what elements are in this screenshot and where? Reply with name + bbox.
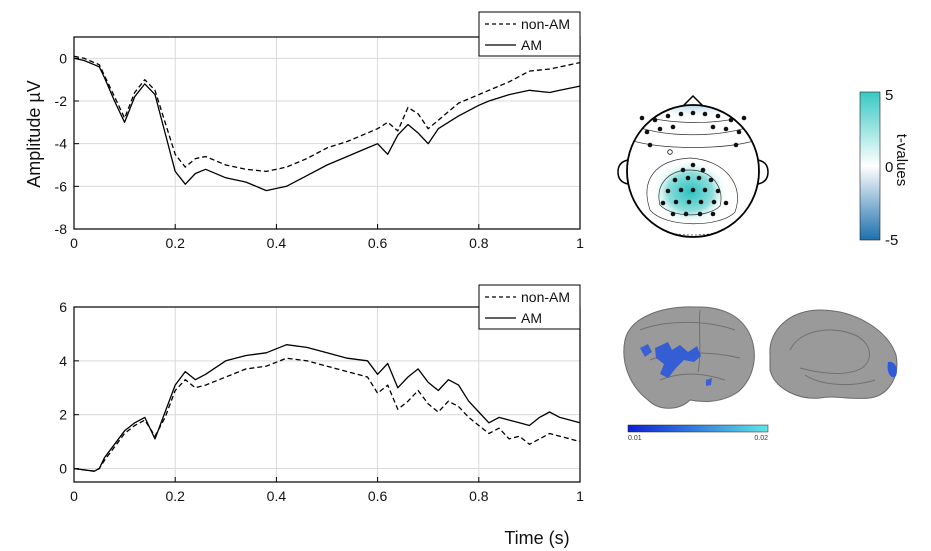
y-tick-label: 6	[59, 299, 67, 315]
bottom-grid	[74, 306, 580, 482]
series-line-non-am	[73, 357, 581, 472]
bottom-axes-frame	[73, 306, 581, 483]
brain-activation-cluster	[640, 342, 712, 386]
topo-electrodes	[639, 110, 747, 217]
topo-colorbar-label: t-values	[893, 134, 910, 187]
bottom-xlabel: Time (s)	[504, 528, 569, 548]
series-line-am	[73, 57, 581, 192]
brain-colorbar-tick-max: 0.02	[754, 435, 768, 442]
top-axes-frame	[73, 36, 581, 230]
brain-colorbar-tick-min: 0.01	[628, 435, 642, 442]
legend-label-non-am: non-AM	[521, 16, 570, 32]
top-ylabel: Amplitude µV	[24, 80, 44, 187]
x-tick-label: 0.4	[267, 488, 287, 504]
x-tick-label: 0.8	[469, 488, 489, 504]
topo-colorbar: 5 0 -5 t-values	[859, 87, 910, 249]
topo-colorbar-gradient	[859, 91, 881, 241]
bottom-legend: non-AM AM	[478, 284, 581, 330]
y-tick-label: -8	[55, 221, 68, 237]
legend-label-am: AM	[521, 37, 542, 53]
top-yticks: -8 -6 -4 -2 0	[55, 50, 79, 237]
x-tick-label: 1	[576, 488, 584, 504]
series-line-am	[73, 344, 581, 472]
x-tick-label: 0.6	[368, 488, 388, 504]
brain-medial-view	[769, 309, 898, 399]
legend-label-non-am: non-AM	[521, 289, 570, 305]
legend-label-am: AM	[521, 310, 542, 326]
bottom-xticks: 0 0.2 0.4 0.6 0.8 1	[70, 477, 584, 504]
brain-lateral-view	[623, 306, 755, 409]
x-tick-label: 0	[70, 488, 78, 504]
top-xticks: 0 0.2 0.4 0.6 0.8 1	[70, 224, 584, 251]
bottom-series	[73, 344, 581, 472]
topo-colorbar-tick-max: 5	[885, 87, 893, 104]
x-tick-label: 0.2	[165, 235, 185, 251]
topo-headmap	[617, 94, 769, 238]
bottom-chart: 0 0.2 0.4 0.6 0.8 1 0 2 4 6 Time (s) non-AM AM	[59, 284, 584, 548]
x-tick-label: 0	[70, 235, 78, 251]
brain-medial-activation	[887, 361, 897, 378]
top-legend: non-AM AM	[478, 11, 581, 57]
y-tick-label: 0	[59, 50, 67, 66]
top-chart: 0 0.2 0.4 0.6 0.8 1 -8 -6 -4 -2 0 Amplitude µV no…	[24, 11, 584, 251]
topo-colorbar-tick-min: -5	[885, 232, 898, 249]
nose-icon	[682, 94, 704, 107]
bottom-yticks: 0 2 4 6	[59, 299, 79, 477]
y-tick-label: 4	[59, 353, 67, 369]
x-tick-label: 0.6	[368, 235, 388, 251]
y-tick-label: -4	[55, 136, 68, 152]
x-tick-label: 1	[576, 235, 584, 251]
y-tick-label: -6	[55, 178, 68, 194]
left-ear-icon	[617, 159, 629, 185]
x-tick-label: 0.2	[165, 488, 185, 504]
x-tick-label: 0.4	[267, 235, 287, 251]
top-grid	[74, 37, 580, 230]
right-ear-icon	[757, 159, 769, 185]
topo-colorbar-tick-mid: 0	[885, 159, 893, 176]
y-tick-label: -2	[55, 93, 68, 109]
series-line-non-am	[73, 55, 581, 173]
x-tick-label: 0.8	[469, 235, 489, 251]
top-series	[73, 55, 581, 192]
y-tick-label: 0	[59, 461, 67, 477]
brain-colorbar: 0.01 0.02	[627, 424, 769, 442]
y-tick-label: 2	[59, 407, 67, 423]
brain-colorbar-gradient	[627, 424, 769, 433]
